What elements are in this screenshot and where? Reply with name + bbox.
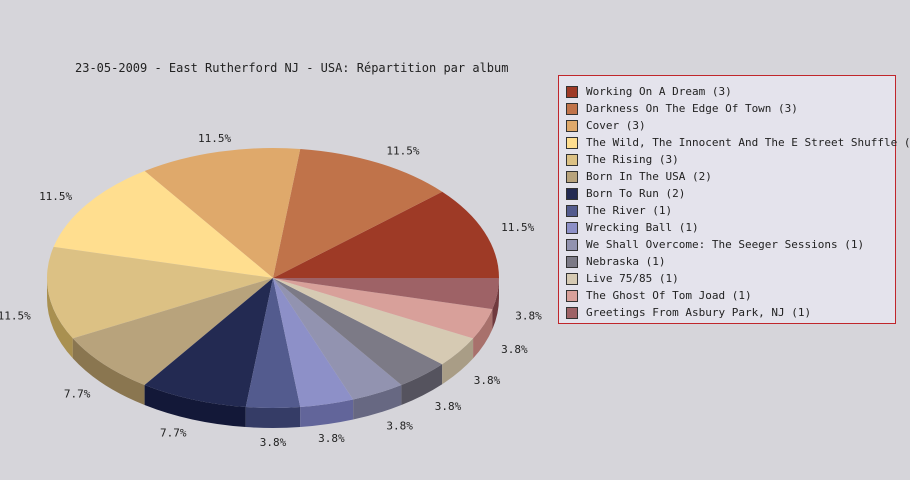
legend-swatch bbox=[566, 187, 578, 200]
slice-percent-label: 11.5% bbox=[501, 221, 534, 234]
pie-slice-nebraska-1 bbox=[273, 278, 443, 385]
legend-item: The River (1) bbox=[559, 202, 895, 219]
legend-swatch bbox=[566, 255, 578, 268]
legend-label: Live 75/85 (1) bbox=[586, 272, 679, 285]
legend-label: Darkness On The Edge Of Town (3) bbox=[586, 102, 798, 115]
slice-percent-label: 7.7% bbox=[160, 427, 187, 440]
chart-title: 23-05-2009 - East Rutherford NJ - USA: R… bbox=[75, 61, 509, 75]
slice-percent-label: 11.5% bbox=[198, 132, 231, 145]
legend-item: The Ghost Of Tom Joad (1) bbox=[559, 287, 895, 304]
legend-swatch bbox=[566, 102, 578, 115]
legend-item: Wrecking Ball (1) bbox=[559, 219, 895, 236]
legend-item: Cover (3) bbox=[559, 117, 895, 134]
pie-side-the-rising-3 bbox=[47, 278, 73, 359]
slice-percent-label: 3.8% bbox=[318, 432, 345, 445]
legend-label: Born In The USA (2) bbox=[586, 170, 712, 183]
pie-side-wrecking-ball-1 bbox=[300, 399, 354, 428]
pie-slice-darkness-on-the-edge-of-town-3 bbox=[273, 148, 443, 278]
legend-item: Working On A Dream (3) bbox=[559, 83, 895, 100]
slice-percent-label: 3.8% bbox=[474, 374, 501, 387]
legend-item: Live 75/85 (1) bbox=[559, 270, 895, 287]
legend-swatch bbox=[566, 119, 578, 132]
pie-slice-cover-3 bbox=[144, 148, 301, 278]
pie-side-the-ghost-of-tom-joad-1 bbox=[473, 309, 493, 359]
legend-label: Working On A Dream (3) bbox=[586, 85, 732, 98]
legend-item: Nebraska (1) bbox=[559, 253, 895, 270]
legend-swatch bbox=[566, 170, 578, 183]
slice-percent-label: 11.5% bbox=[39, 190, 72, 203]
slice-percent-label: 11.5% bbox=[386, 144, 419, 157]
pie-slice-wrecking-ball-1 bbox=[273, 278, 354, 408]
legend-label: The River (1) bbox=[586, 204, 673, 217]
legend-item: We Shall Overcome: The Seeger Sessions (… bbox=[559, 236, 895, 253]
legend-label: The Rising (3) bbox=[586, 153, 679, 166]
legend-label: Greetings From Asbury Park, NJ (1) bbox=[586, 306, 812, 319]
legend-swatch bbox=[566, 306, 578, 319]
pie-side-born-to-run-2 bbox=[144, 384, 246, 428]
pie-slice-the-wild-the-innocent-and-the-e-street-shuffle-3 bbox=[53, 171, 273, 278]
slice-percent-label: 3.8% bbox=[435, 400, 462, 413]
slice-percent-label: 3.8% bbox=[260, 436, 287, 449]
pie-slice-greetings-from-asbury-park-nj-1 bbox=[273, 278, 499, 310]
legend-swatch bbox=[566, 221, 578, 234]
legend-swatch bbox=[566, 85, 578, 98]
legend-swatch bbox=[566, 153, 578, 166]
legend-swatch bbox=[566, 136, 578, 149]
slice-percent-label: 3.8% bbox=[515, 309, 542, 322]
legend-swatch bbox=[566, 272, 578, 285]
pie-slice-born-in-the-usa-2 bbox=[72, 278, 274, 385]
pie-slice-the-river-1 bbox=[245, 278, 301, 408]
legend-label: Cover (3) bbox=[586, 119, 646, 132]
slice-percent-label: 3.8% bbox=[386, 420, 413, 433]
legend-item: Darkness On The Edge Of Town (3) bbox=[559, 100, 895, 117]
pie-side-live-75-85-1 bbox=[442, 338, 474, 385]
legend-label: The Ghost Of Tom Joad (1) bbox=[586, 289, 752, 302]
legend-swatch bbox=[566, 204, 578, 217]
legend-item: Greetings From Asbury Park, NJ (1) bbox=[559, 304, 895, 321]
slice-percent-label: 11.5% bbox=[0, 309, 31, 322]
pie-slice-the-rising-3 bbox=[47, 246, 274, 339]
legend-swatch bbox=[566, 289, 578, 302]
legend-item: The Wild, The Innocent And The E Street … bbox=[559, 134, 910, 151]
pie-slice-we-shall-overcome-the-seeger-sessions-1 bbox=[273, 278, 402, 400]
pie-slice-live-75-85-1 bbox=[273, 278, 474, 365]
legend-label: Born To Run (2) bbox=[586, 187, 686, 200]
pie-side-nebraska-1 bbox=[401, 364, 443, 405]
legend-label: The Wild, The Innocent And The E Street … bbox=[586, 136, 910, 149]
legend: Working On A Dream (3) Darkness On The Ed… bbox=[558, 75, 910, 324]
pie-slice-the-ghost-of-tom-joad-1 bbox=[273, 278, 493, 339]
pie-slice-working-on-a-dream-3 bbox=[273, 191, 499, 278]
legend-label: Wrecking Ball (1) bbox=[586, 221, 699, 234]
legend-item: Born To Run (2) bbox=[559, 185, 895, 202]
legend-item: Born In The USA (2) bbox=[559, 168, 895, 185]
pie-side-the-river-1 bbox=[245, 407, 301, 428]
legend-item: The Rising (3) bbox=[559, 151, 895, 168]
slice-percent-label: 7.7% bbox=[64, 387, 91, 400]
pie-side-greetings-from-asbury-park-nj-1 bbox=[492, 278, 499, 330]
legend-swatch bbox=[566, 238, 578, 251]
pie-side-born-in-the-usa-2 bbox=[72, 338, 145, 405]
legend-label: We Shall Overcome: The Seeger Sessions (… bbox=[586, 238, 865, 251]
legend-label: Nebraska (1) bbox=[586, 255, 666, 268]
pie-slice-born-to-run-2 bbox=[144, 278, 273, 408]
pie-side-we-shall-overcome-the-seeger-sessions-1 bbox=[353, 384, 402, 420]
slice-percent-label: 3.8% bbox=[501, 343, 528, 356]
